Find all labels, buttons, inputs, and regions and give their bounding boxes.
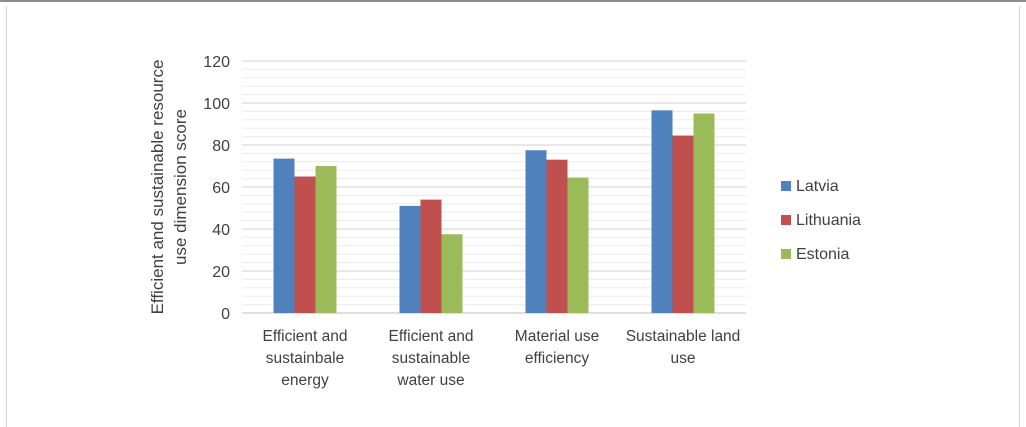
x-category-label: Efficient and — [262, 328, 347, 345]
bar-latvia-3 — [525, 150, 547, 313]
chart-frame — [6, 6, 1020, 427]
legend-swatch-estonia — [781, 249, 791, 259]
y-tick-label: 120 — [203, 54, 230, 71]
legend-label-estonia: Estonia — [796, 246, 849, 263]
legend-swatch-lithuania — [781, 215, 791, 225]
bar-latvia-4 — [651, 110, 673, 313]
bar-latvia-1 — [273, 158, 295, 313]
x-category-label: sustainbale — [266, 350, 344, 367]
bar-lithuania-4 — [672, 135, 694, 313]
x-category-labels: Efficient and sustainbale energy Efficient … — [262, 328, 740, 389]
bar-estonia-1 — [315, 166, 337, 313]
legend-label-lithuania: Lithuania — [796, 212, 861, 229]
y-tick-label: 80 — [212, 138, 230, 155]
bar-estonia-4 — [693, 113, 715, 313]
bar-latvia-2 — [399, 205, 421, 313]
x-category-label: water use — [396, 372, 464, 389]
bar-lithuania-2 — [420, 199, 442, 313]
y-axis-label-line-1: Efficient and sustainable resource — [148, 60, 167, 315]
x-category-label: Material use — [515, 328, 599, 345]
y-tick-label: 40 — [212, 222, 230, 239]
bars — [273, 110, 715, 313]
bar-lithuania-3 — [546, 159, 568, 313]
y-tick-label: 20 — [212, 264, 230, 281]
y-axis-label-line-2: use dimension score — [171, 109, 190, 265]
x-category-label: Sustainable land — [626, 328, 741, 345]
y-tick-labels: 0 20 40 60 80 100 120 — [203, 54, 230, 323]
x-category-label: energy — [281, 372, 329, 389]
legend: Latvia Lithuania Estonia — [781, 178, 861, 263]
y-tick-label: 0 — [221, 306, 230, 323]
bar-lithuania-1 — [294, 176, 316, 313]
x-category-label: efficiency — [525, 350, 590, 367]
x-category-label: sustainable — [392, 350, 470, 367]
x-category-label: Efficient and — [388, 328, 473, 345]
legend-swatch-latvia — [781, 181, 791, 191]
top-border — [0, 0, 1026, 2]
legend-label-latvia: Latvia — [796, 178, 839, 195]
x-category-label: use — [671, 350, 696, 367]
bar-estonia-2 — [441, 234, 463, 313]
y-tick-label: 60 — [212, 180, 230, 197]
y-tick-label: 100 — [203, 96, 230, 113]
bar-estonia-3 — [567, 177, 589, 313]
